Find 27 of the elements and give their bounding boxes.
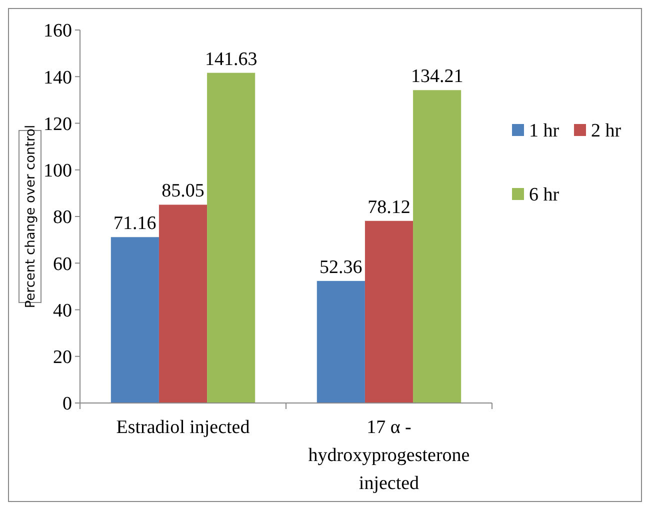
bar [316,280,365,403]
y-tick-label: 60 [53,254,72,275]
bar [158,204,208,403]
x-tick-label: Estradiol injected [116,417,250,438]
data-label: 85.05 [162,180,204,202]
legend-label: 6 hr [529,184,560,206]
x-tick-label: 17 α - hydroxyprogesterone injected [308,417,470,494]
bar [364,220,414,403]
y-tick-label: 0 [62,394,72,415]
y-tick-label: 20 [53,347,72,368]
legend-label: 1 hr [529,120,560,142]
y-tick-label: 80 [53,207,72,228]
y-tick-label: 160 [44,20,72,42]
data-label: 52.36 [320,256,362,278]
legend-label: 2 hr [591,120,622,142]
bar [207,72,256,403]
y-axis-title: Percent change over control [24,124,39,308]
bar [413,90,462,403]
y-tick-label: 120 [44,114,72,135]
data-label: 71.16 [114,213,156,234]
data-label: 141.63 [204,48,258,70]
data-label: 134.21 [410,66,464,88]
y-tick-label: 100 [44,160,72,182]
bar [110,237,159,403]
y-tick-label: 140 [44,67,72,88]
data-label: 78.12 [368,196,410,218]
y-tick-label: 40 [53,300,72,322]
